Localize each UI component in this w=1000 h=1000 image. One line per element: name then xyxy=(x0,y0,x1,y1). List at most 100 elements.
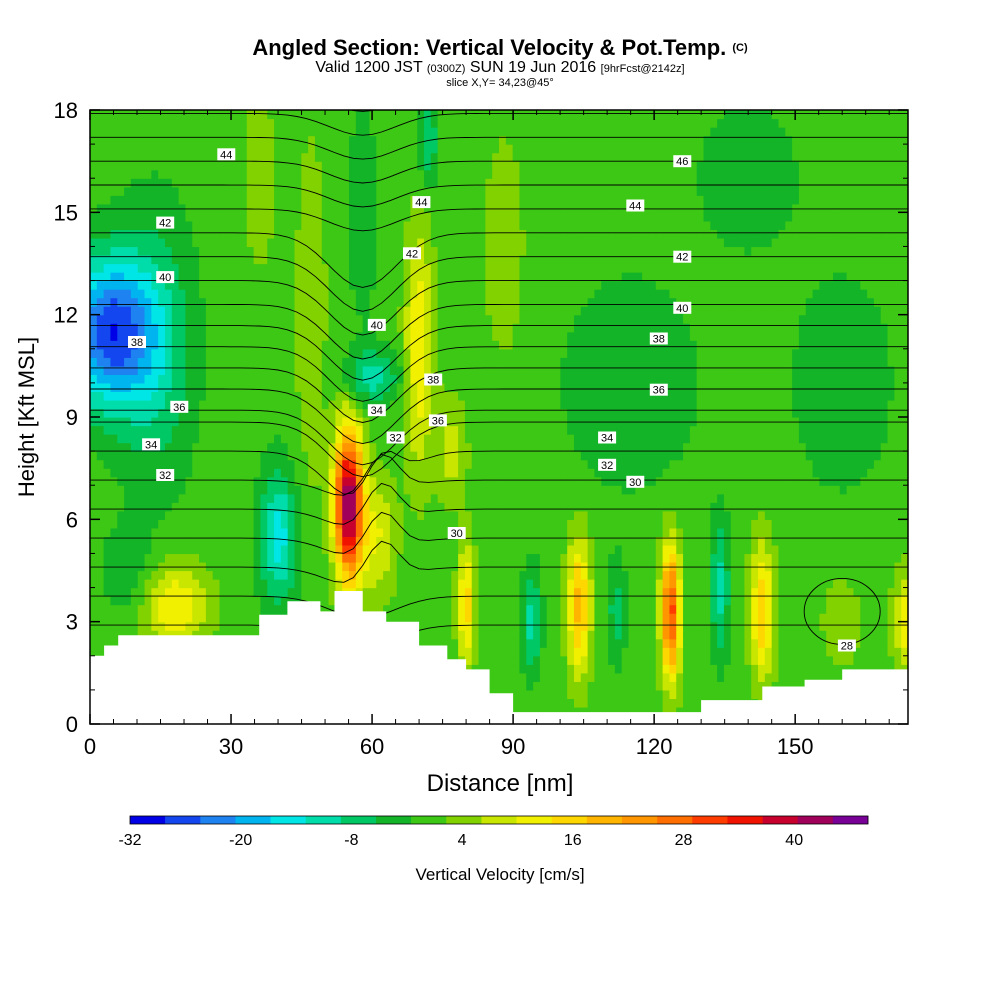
velocity-cell xyxy=(410,587,418,597)
velocity-cell xyxy=(253,417,262,427)
velocity-cell xyxy=(185,408,193,418)
velocity-cell xyxy=(539,374,548,384)
velocity-cell xyxy=(321,442,330,452)
velocity-cell xyxy=(867,468,875,478)
velocity-cell xyxy=(642,442,650,452)
velocity-cell xyxy=(710,553,718,563)
velocity-cell xyxy=(648,502,657,512)
velocity-cell xyxy=(294,493,302,503)
velocity-cell xyxy=(669,689,677,700)
velocity-cell xyxy=(710,417,718,427)
velocity-cell xyxy=(560,681,568,691)
velocity-cell xyxy=(396,382,405,393)
velocity-cell xyxy=(294,459,302,469)
velocity-cell xyxy=(158,596,166,606)
velocity-cell xyxy=(308,434,316,444)
velocity-cell xyxy=(321,579,330,589)
velocity-cell xyxy=(662,399,671,410)
velocity-cell xyxy=(642,570,650,580)
velocity-cell xyxy=(349,451,357,461)
velocity-cell xyxy=(635,485,643,495)
velocity-cell xyxy=(444,365,452,375)
velocity-cell xyxy=(376,485,384,495)
velocity-cell xyxy=(567,468,575,478)
velocity-cell xyxy=(430,425,439,435)
velocity-cell xyxy=(601,689,609,700)
velocity-cell xyxy=(867,638,875,648)
velocity-cell xyxy=(764,493,773,503)
velocity-cell xyxy=(662,476,671,486)
velocity-cell xyxy=(151,527,159,537)
velocity-cell xyxy=(417,579,425,589)
velocity-cell xyxy=(546,681,555,691)
velocity-cell xyxy=(512,698,521,708)
velocity-cell xyxy=(587,510,596,520)
velocity-cell xyxy=(110,502,118,512)
velocity-cell xyxy=(464,561,473,572)
velocity-cell xyxy=(792,382,800,393)
velocity-cell xyxy=(499,604,507,614)
velocity-cell xyxy=(369,451,377,461)
velocity-cell xyxy=(355,399,364,410)
velocity-cell xyxy=(887,502,895,512)
velocity-cell xyxy=(464,647,473,657)
velocity-cell xyxy=(158,621,166,631)
velocity-cell xyxy=(689,596,698,606)
velocity-cell xyxy=(833,442,841,452)
velocity-cell xyxy=(485,502,493,512)
velocity-cell xyxy=(812,408,820,418)
chart-subtitle: Valid 1200 JST (0300Z) SUN 19 Jun 2016 [… xyxy=(0,60,1000,77)
velocity-cell xyxy=(717,664,725,674)
velocity-cell xyxy=(853,527,861,537)
velocity-cell xyxy=(519,630,527,640)
velocity-cell xyxy=(560,485,568,495)
velocity-cell xyxy=(430,621,439,631)
velocity-cell xyxy=(233,365,241,375)
velocity-cell xyxy=(546,638,555,648)
velocity-cell xyxy=(642,664,650,674)
velocity-cell xyxy=(553,621,561,631)
velocity-cell xyxy=(192,459,200,469)
velocity-cell xyxy=(880,613,889,623)
velocity-cell xyxy=(669,374,677,384)
velocity-cell xyxy=(430,382,439,393)
velocity-cell xyxy=(314,476,323,486)
velocity-cell xyxy=(260,519,268,529)
velocity-cell xyxy=(519,468,527,478)
velocity-cell xyxy=(260,459,268,469)
velocity-cell xyxy=(349,561,357,572)
velocity-cell xyxy=(199,468,207,478)
velocity-cell xyxy=(96,613,105,623)
velocity-cell xyxy=(601,638,609,648)
velocity-cell xyxy=(110,476,118,486)
velocity-cell xyxy=(819,596,827,606)
velocity-cell xyxy=(758,544,766,555)
velocity-cell xyxy=(696,706,705,717)
velocity-cell xyxy=(873,544,882,555)
velocity-cell xyxy=(478,570,486,580)
velocity-cell xyxy=(233,417,241,427)
velocity-cell xyxy=(826,425,834,435)
velocity-cell xyxy=(683,391,691,401)
velocity-cell xyxy=(437,468,446,478)
velocity-cell xyxy=(478,485,486,495)
velocity-cell xyxy=(539,391,548,401)
velocity-cell xyxy=(839,374,848,384)
velocity-cell xyxy=(901,510,908,520)
velocity-cell xyxy=(833,579,841,589)
velocity-cell xyxy=(580,561,589,572)
velocity-cell xyxy=(96,510,105,520)
velocity-cell xyxy=(744,561,752,572)
velocity-cell xyxy=(485,561,493,572)
velocity-cell xyxy=(689,689,698,700)
velocity-cell xyxy=(410,510,418,520)
velocity-cell xyxy=(492,587,500,597)
velocity-cell xyxy=(267,570,275,580)
velocity-cell xyxy=(239,561,248,572)
velocity-cell xyxy=(751,485,759,495)
velocity-cell xyxy=(90,630,98,640)
velocity-cell xyxy=(246,604,255,614)
velocity-cell xyxy=(560,519,568,529)
velocity-cell xyxy=(512,493,521,503)
velocity-cell xyxy=(771,553,780,563)
